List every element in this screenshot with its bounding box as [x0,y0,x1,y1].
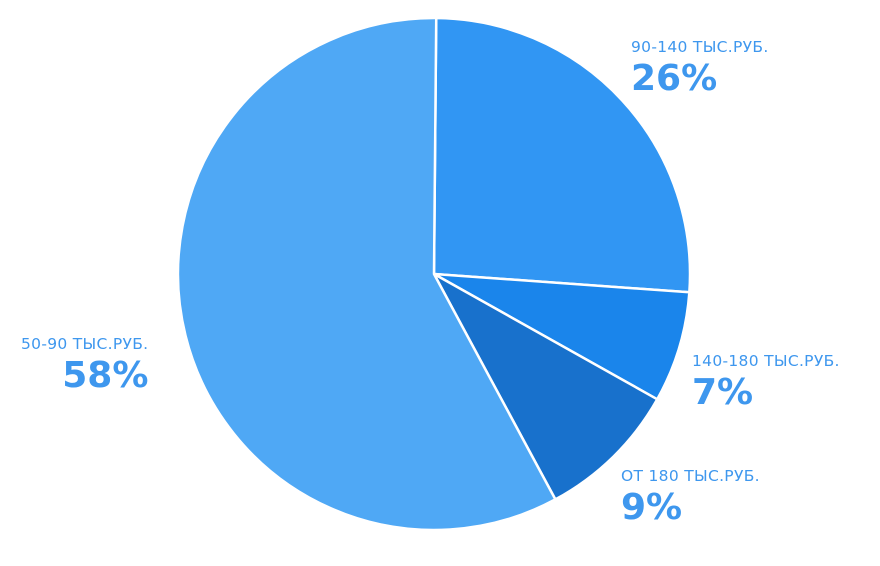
slice-label-50-90: 50-90 ТЫС.РУБ. 58% [21,334,148,396]
pie-slice-1 [432,272,691,401]
pie-slice-2 [432,272,659,501]
slice-percent-label: 7% [692,372,754,413]
slice-category-label: ОТ 180 ТЫС.РУБ. [621,467,760,485]
slice-category-label: 140-180 ТЫС.РУБ. [692,352,840,370]
slice-label-90-140: 90-140 ТЫС.РУБ. 26% [631,37,769,99]
slice-percent-label: 26% [631,58,718,99]
slice-percent-label: 9% [621,487,683,528]
slice-category-label: 90-140 ТЫС.РУБ. [631,38,769,56]
slice-label-140-180: 140-180 ТЫС.РУБ. 7% [692,351,840,413]
slice-label-ot-180: ОТ 180 ТЫС.РУБ. 9% [621,466,760,528]
slice-percent-label: 58% [62,355,149,396]
pie-slice-3 [176,16,557,532]
pie-slice-0 [432,16,692,294]
slice-category-label: 50-90 ТЫС.РУБ. [21,335,149,353]
